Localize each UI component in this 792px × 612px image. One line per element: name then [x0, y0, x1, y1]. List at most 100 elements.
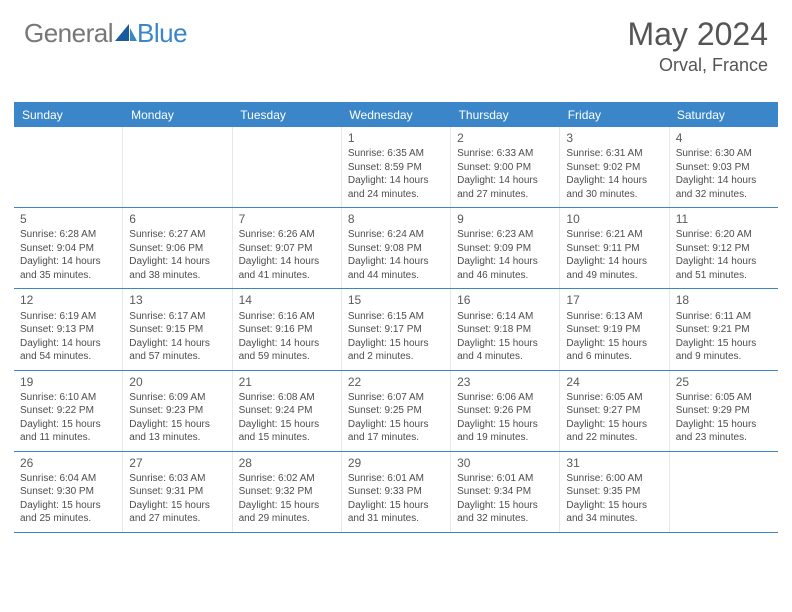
sunset-line: Sunset: 9:34 PM — [457, 485, 553, 499]
day-number: 16 — [457, 292, 553, 308]
calendar-day: 3Sunrise: 6:31 AMSunset: 9:02 PMDaylight… — [560, 127, 669, 207]
calendar-day: 23Sunrise: 6:06 AMSunset: 9:26 PMDayligh… — [451, 371, 560, 451]
sunrise-line: Sunrise: 6:01 AM — [348, 472, 444, 486]
sunset-line: Sunset: 9:31 PM — [129, 485, 225, 499]
daylight-line: Daylight: 15 hours and 4 minutes. — [457, 337, 553, 364]
daylight-line: Daylight: 14 hours and 32 minutes. — [676, 174, 772, 201]
logo-text-blue: Blue — [137, 18, 187, 49]
calendar-day: 18 Sunrise: 6:11 AMSunset: 9:21 PMDayligh… — [670, 289, 778, 369]
day-number: 31 — [566, 455, 662, 471]
weekday-label: Friday — [560, 104, 669, 127]
day-number: 8 — [348, 211, 444, 227]
day-number: 12 — [20, 292, 116, 308]
sunrise-line: Sunrise: 6:09 AM — [129, 391, 225, 405]
daylight-line: Daylight: 15 hours and 15 minutes. — [239, 418, 335, 445]
sunrise-line: Sunrise: 6:28 AM — [20, 228, 116, 242]
sunrise-line: Sunrise: 6:19 AM — [20, 310, 116, 324]
day-number: 1 — [348, 130, 444, 146]
calendar-day: 1Sunrise: 6:35 AMSunset: 8:59 PMDaylight… — [342, 127, 451, 207]
sunset-line: Sunset: 9:21 PM — [676, 323, 772, 337]
sunrise-line: Sunrise: 6:04 AM — [20, 472, 116, 486]
day-number: 6 — [129, 211, 225, 227]
sunrise-line: Sunrise: 6:14 AM — [457, 310, 553, 324]
calendar-day: 25Sunrise: 6:05 AMSunset: 9:29 PMDayligh… — [670, 371, 778, 451]
sunrise-line: Sunrise: 6:13 AM — [566, 310, 662, 324]
calendar-day: 9Sunrise: 6:23 AMSunset: 9:09 PMDaylight… — [451, 208, 560, 288]
day-number: 11 — [676, 211, 772, 227]
sunset-line: Sunset: 9:32 PM — [239, 485, 335, 499]
daylight-line: Daylight: 14 hours and 24 minutes. — [348, 174, 444, 201]
calendar-day: 28Sunrise: 6:02 AMSunset: 9:32 PMDayligh… — [233, 452, 342, 532]
day-number: 26 — [20, 455, 116, 471]
day-number: 3 — [566, 130, 662, 146]
calendar-day: 13Sunrise: 6:17 AMSunset: 9:15 PMDayligh… — [123, 289, 232, 369]
sunset-line: Sunset: 9:00 PM — [457, 161, 553, 175]
daylight-line: Daylight: 15 hours and 31 minutes. — [348, 499, 444, 526]
day-number: 19 — [20, 374, 116, 390]
calendar-day: 14Sunrise: 6:16 AMSunset: 9:16 PMDayligh… — [233, 289, 342, 369]
daylight-line: Daylight: 15 hours and 29 minutes. — [239, 499, 335, 526]
daylight-line: Daylight: 14 hours and 54 minutes. — [20, 337, 116, 364]
sunset-line: Sunset: 9:04 PM — [20, 242, 116, 256]
sunrise-line: Sunrise: 6:20 AM — [676, 228, 772, 242]
sunset-line: Sunset: 8:59 PM — [348, 161, 444, 175]
logo-text-general: General — [24, 18, 113, 49]
weekday-label: Wednesday — [341, 104, 450, 127]
sunset-line: Sunset: 9:07 PM — [239, 242, 335, 256]
sunrise-line: Sunrise: 6:17 AM — [129, 310, 225, 324]
logo: General Blue — [24, 18, 187, 49]
sunrise-line: Sunrise: 6:16 AM — [239, 310, 335, 324]
daylight-line: Daylight: 15 hours and 32 minutes. — [457, 499, 553, 526]
day-number: 25 — [676, 374, 772, 390]
day-number: 22 — [348, 374, 444, 390]
day-number: 4 — [676, 130, 772, 146]
daylight-line: Daylight: 15 hours and 22 minutes. — [566, 418, 662, 445]
calendar-day: 30Sunrise: 6:01 AMSunset: 9:34 PMDayligh… — [451, 452, 560, 532]
daylight-line: Daylight: 14 hours and 49 minutes. — [566, 255, 662, 282]
sunset-line: Sunset: 9:13 PM — [20, 323, 116, 337]
sunrise-line: Sunrise: 6:11 AM — [676, 310, 772, 324]
day-number: 18 — [676, 292, 772, 308]
day-number: 15 — [348, 292, 444, 308]
sunrise-line: Sunrise: 6:02 AM — [239, 472, 335, 486]
daylight-line: Daylight: 14 hours and 41 minutes. — [239, 255, 335, 282]
day-number: 14 — [239, 292, 335, 308]
sunrise-line: Sunrise: 6:30 AM — [676, 147, 772, 161]
day-number: 21 — [239, 374, 335, 390]
calendar-day: 22Sunrise: 6:07 AMSunset: 9:25 PMDayligh… — [342, 371, 451, 451]
daylight-line: Daylight: 15 hours and 25 minutes. — [20, 499, 116, 526]
sunset-line: Sunset: 9:26 PM — [457, 404, 553, 418]
day-number: 28 — [239, 455, 335, 471]
daylight-line: Daylight: 15 hours and 9 minutes. — [676, 337, 772, 364]
day-number: 13 — [129, 292, 225, 308]
calendar-day: 16 Sunrise: 6:14 AMSunset: 9:18 PMDayligh… — [451, 289, 560, 369]
calendar-day: 8Sunrise: 6:24 AMSunset: 9:08 PMDaylight… — [342, 208, 451, 288]
day-number: 10 — [566, 211, 662, 227]
sunset-line: Sunset: 9:17 PM — [348, 323, 444, 337]
sunrise-line: Sunrise: 6:05 AM — [676, 391, 772, 405]
calendar-day: 21Sunrise: 6:08 AMSunset: 9:24 PMDayligh… — [233, 371, 342, 451]
sunset-line: Sunset: 9:18 PM — [457, 323, 553, 337]
day-number: 29 — [348, 455, 444, 471]
sunrise-line: Sunrise: 6:24 AM — [348, 228, 444, 242]
calendar-grid: 1Sunrise: 6:35 AMSunset: 8:59 PMDaylight… — [14, 127, 778, 533]
header-right: May 2024 Orval, France — [627, 16, 768, 76]
daylight-line: Daylight: 14 hours and 30 minutes. — [566, 174, 662, 201]
sunset-line: Sunset: 9:08 PM — [348, 242, 444, 256]
calendar-week: 1Sunrise: 6:35 AMSunset: 8:59 PMDaylight… — [14, 127, 778, 208]
daylight-line: Daylight: 14 hours and 27 minutes. — [457, 174, 553, 201]
sunrise-line: Sunrise: 6:26 AM — [239, 228, 335, 242]
calendar-day-blank — [233, 127, 342, 207]
daylight-line: Daylight: 14 hours and 59 minutes. — [239, 337, 335, 364]
sunset-line: Sunset: 9:35 PM — [566, 485, 662, 499]
sunrise-line: Sunrise: 6:10 AM — [20, 391, 116, 405]
sunrise-line: Sunrise: 6:21 AM — [566, 228, 662, 242]
sunset-line: Sunset: 9:02 PM — [566, 161, 662, 175]
sunrise-line: Sunrise: 6:05 AM — [566, 391, 662, 405]
sunrise-line: Sunrise: 6:27 AM — [129, 228, 225, 242]
day-number: 23 — [457, 374, 553, 390]
calendar-day: 19Sunrise: 6:10 AMSunset: 9:22 PMDayligh… — [14, 371, 123, 451]
calendar-day: 2Sunrise: 6:33 AMSunset: 9:00 PMDaylight… — [451, 127, 560, 207]
daylight-line: Daylight: 14 hours and 35 minutes. — [20, 255, 116, 282]
sunrise-line: Sunrise: 6:15 AM — [348, 310, 444, 324]
